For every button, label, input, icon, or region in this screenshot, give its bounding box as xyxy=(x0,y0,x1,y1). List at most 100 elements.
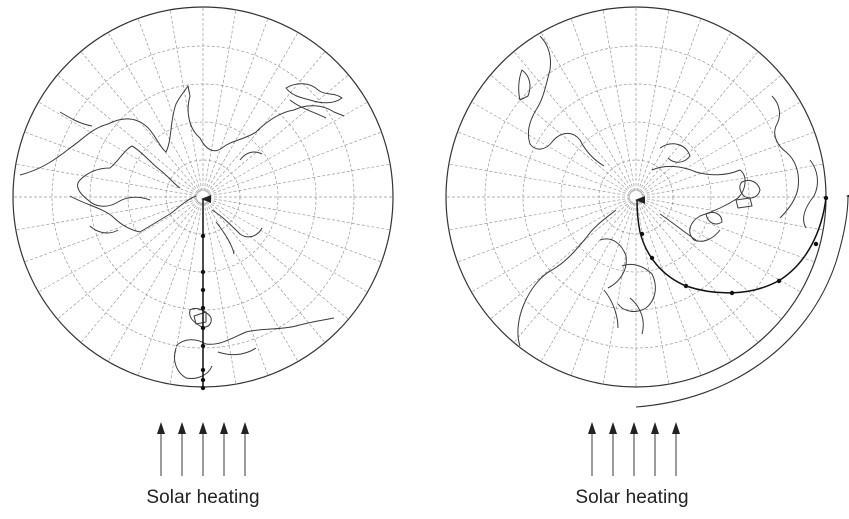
right-track-point xyxy=(639,231,645,237)
right-meridian-line xyxy=(638,32,732,192)
right-meridian-line xyxy=(641,101,801,195)
right-meridian-line xyxy=(641,131,815,196)
left-meridian-line xyxy=(57,74,199,194)
left-meridian-line xyxy=(208,131,382,196)
solar-arrow-head xyxy=(672,422,680,434)
solar-arrow-head xyxy=(241,422,249,434)
left-meridian-line xyxy=(15,163,198,197)
right-globe xyxy=(445,6,849,408)
left-solar-arrows xyxy=(157,422,249,476)
rotation-arrow xyxy=(635,192,849,408)
right-meridian-line xyxy=(640,74,782,194)
right-meridian-line xyxy=(540,32,634,192)
right-meridian-line xyxy=(637,202,702,376)
right-track-point xyxy=(776,278,782,284)
left-pole-track xyxy=(200,195,211,391)
left-continents xyxy=(19,83,345,379)
right-meridian-line xyxy=(513,201,633,343)
right-graticule xyxy=(446,7,826,387)
right-meridian-line xyxy=(639,201,759,343)
right-meridian-line xyxy=(570,202,635,376)
left-track-point xyxy=(200,305,206,311)
right-meridian-line xyxy=(640,200,782,320)
left-meridian-line xyxy=(204,202,269,376)
right-meridian-line xyxy=(540,202,634,362)
right-meridian-line xyxy=(448,197,631,231)
right-meridian-line xyxy=(457,198,631,263)
right-caption: Solar heating xyxy=(575,487,689,508)
right-meridian-line xyxy=(638,202,732,362)
left-meridian-line xyxy=(208,198,382,263)
right-meridian-line xyxy=(448,163,631,197)
right-continents xyxy=(517,35,818,347)
left-meridian-line xyxy=(137,202,202,376)
left-graticule xyxy=(13,7,393,387)
solar-arrow-head xyxy=(199,422,207,434)
left-meridian-line xyxy=(207,74,349,194)
left-meridian-line xyxy=(207,200,349,320)
right-meridian-line xyxy=(471,101,631,195)
left-meridian-line xyxy=(57,200,199,320)
left-meridian-line xyxy=(203,202,237,385)
right-meridian-line xyxy=(641,197,824,231)
right-track-point xyxy=(683,283,689,289)
left-meridian-line xyxy=(38,199,198,293)
right-meridian-line xyxy=(602,9,636,192)
left-caption: Solar heating xyxy=(146,487,260,508)
solar-arrow-head xyxy=(220,422,228,434)
right-meridian-line xyxy=(641,163,824,197)
left-meridian-line xyxy=(203,9,237,192)
left-meridian-line xyxy=(204,18,269,192)
left-track-point xyxy=(200,233,206,239)
right-meridian-line xyxy=(570,18,635,192)
left-meridian-line xyxy=(80,201,200,343)
solar-arrow-head xyxy=(588,422,596,434)
right-meridian-line xyxy=(641,199,801,293)
right-track-point xyxy=(813,241,819,247)
left-meridian-line xyxy=(38,101,198,195)
right-track-point xyxy=(649,255,655,261)
right-meridian-line xyxy=(457,131,631,196)
left-meridian-line xyxy=(206,51,326,193)
left-track-point xyxy=(200,325,206,331)
left-meridian-line xyxy=(107,202,201,362)
left-track-point xyxy=(200,287,206,293)
right-meridian-line xyxy=(602,202,636,385)
right-pole-track xyxy=(635,195,829,296)
right-meridian-line xyxy=(636,9,670,192)
right-track-point xyxy=(823,195,829,201)
left-track-point xyxy=(200,385,206,391)
solar-arrow-head xyxy=(651,422,659,434)
right-meridian-line xyxy=(637,18,702,192)
right-meridian-line xyxy=(490,74,632,194)
solar-arrow-head xyxy=(630,422,638,434)
left-meridian-line xyxy=(208,101,368,195)
left-meridian-line xyxy=(208,163,391,197)
right-meridian-line xyxy=(490,200,632,320)
left-meridian-line xyxy=(205,32,299,192)
left-meridian-line xyxy=(208,197,391,231)
left-meridian-line xyxy=(208,199,368,293)
left-track-point xyxy=(200,367,206,373)
right-meridian-line xyxy=(639,51,759,193)
left-meridian-line xyxy=(206,201,326,343)
left-meridian-line xyxy=(24,198,198,263)
left-meridian-line xyxy=(169,9,203,192)
left-track-point xyxy=(200,343,206,349)
solar-arrow-head xyxy=(157,422,165,434)
right-meridian-line xyxy=(513,51,633,193)
left-meridian-line xyxy=(169,202,203,385)
left-meridian-line xyxy=(107,32,201,192)
right-meridian-line xyxy=(471,199,631,293)
left-meridian-line xyxy=(24,131,198,196)
left-track-point xyxy=(200,377,206,383)
left-meridian-line xyxy=(137,18,202,192)
solar-arrow-head xyxy=(609,422,617,434)
left-globe xyxy=(12,6,394,391)
right-solar-arrows xyxy=(588,422,680,476)
right-track-point xyxy=(729,290,735,296)
left-track-point xyxy=(200,269,206,275)
solar-arrow-head xyxy=(178,422,186,434)
right-meridian-line xyxy=(641,198,815,263)
